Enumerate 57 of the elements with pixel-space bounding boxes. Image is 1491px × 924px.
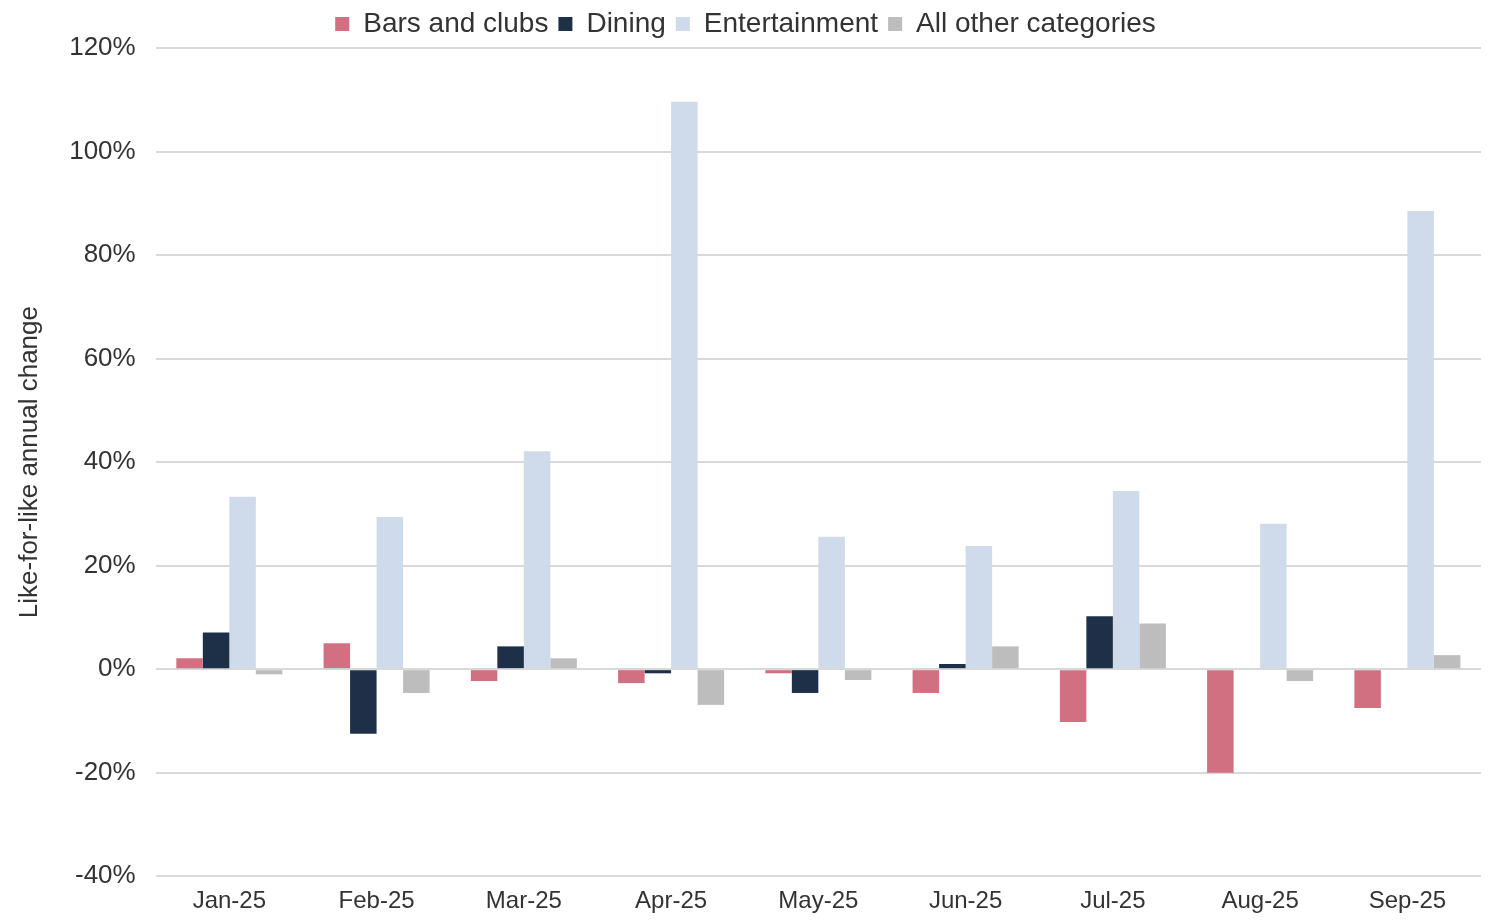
bar [765,670,792,674]
x-tick-label: Feb-25 [338,886,415,914]
bar [1059,670,1087,722]
bar [202,632,230,669]
legend-label: All other categories [916,6,1156,38]
x-tick-label: Jan-25 [192,886,267,914]
bar [550,658,577,669]
x-tick-label: Jun-25 [928,886,1003,914]
y-tick-label: -20% [74,755,136,786]
x-tick-label: Aug-25 [1221,886,1299,914]
bar [992,646,1019,669]
bar [1407,211,1434,669]
legend-label: Bars and clubs [363,6,549,38]
y-axis-title: Like-for-like annual change [12,306,43,619]
y-tick-label: 40% [83,445,136,476]
bar [912,670,940,693]
bar [176,658,203,669]
legend-label: Dining [586,6,666,38]
y-tick-label: 80% [83,238,136,269]
bar [618,670,645,684]
bar [939,663,966,669]
y-tick-label: 0% [98,652,136,683]
bar [350,670,377,734]
bar [844,670,872,681]
bar [323,643,351,669]
legend-label: Entertainment [703,6,879,38]
bar [671,101,698,669]
bar [229,496,256,669]
x-tick-label: May-25 [778,886,859,914]
bar [1260,523,1287,669]
y-tick-label: 100% [69,134,136,165]
bar [1112,491,1140,669]
bar [1286,670,1314,682]
bar [791,670,819,693]
bar [1433,655,1461,669]
y-tick-label: 60% [83,341,136,372]
bar [470,670,498,682]
bar [818,536,845,669]
bar [1086,616,1113,669]
bar [1207,670,1234,773]
x-tick-label: Jul-25 [1080,886,1146,914]
y-tick-label: 20% [83,548,136,579]
bar [255,670,283,675]
bar [523,451,551,669]
x-tick-label: Mar-25 [485,886,562,914]
bar [1354,670,1381,708]
x-tick-label: Sep-25 [1368,886,1447,914]
bar [1139,623,1166,669]
bar [644,670,672,674]
x-tick-label: Apr-25 [635,886,708,914]
bar [376,516,404,669]
bar [965,545,993,669]
y-tick-label: -40% [74,859,136,890]
bar [497,646,524,669]
bar [403,670,430,693]
bar [697,670,725,705]
y-tick-label: 120% [69,31,136,62]
